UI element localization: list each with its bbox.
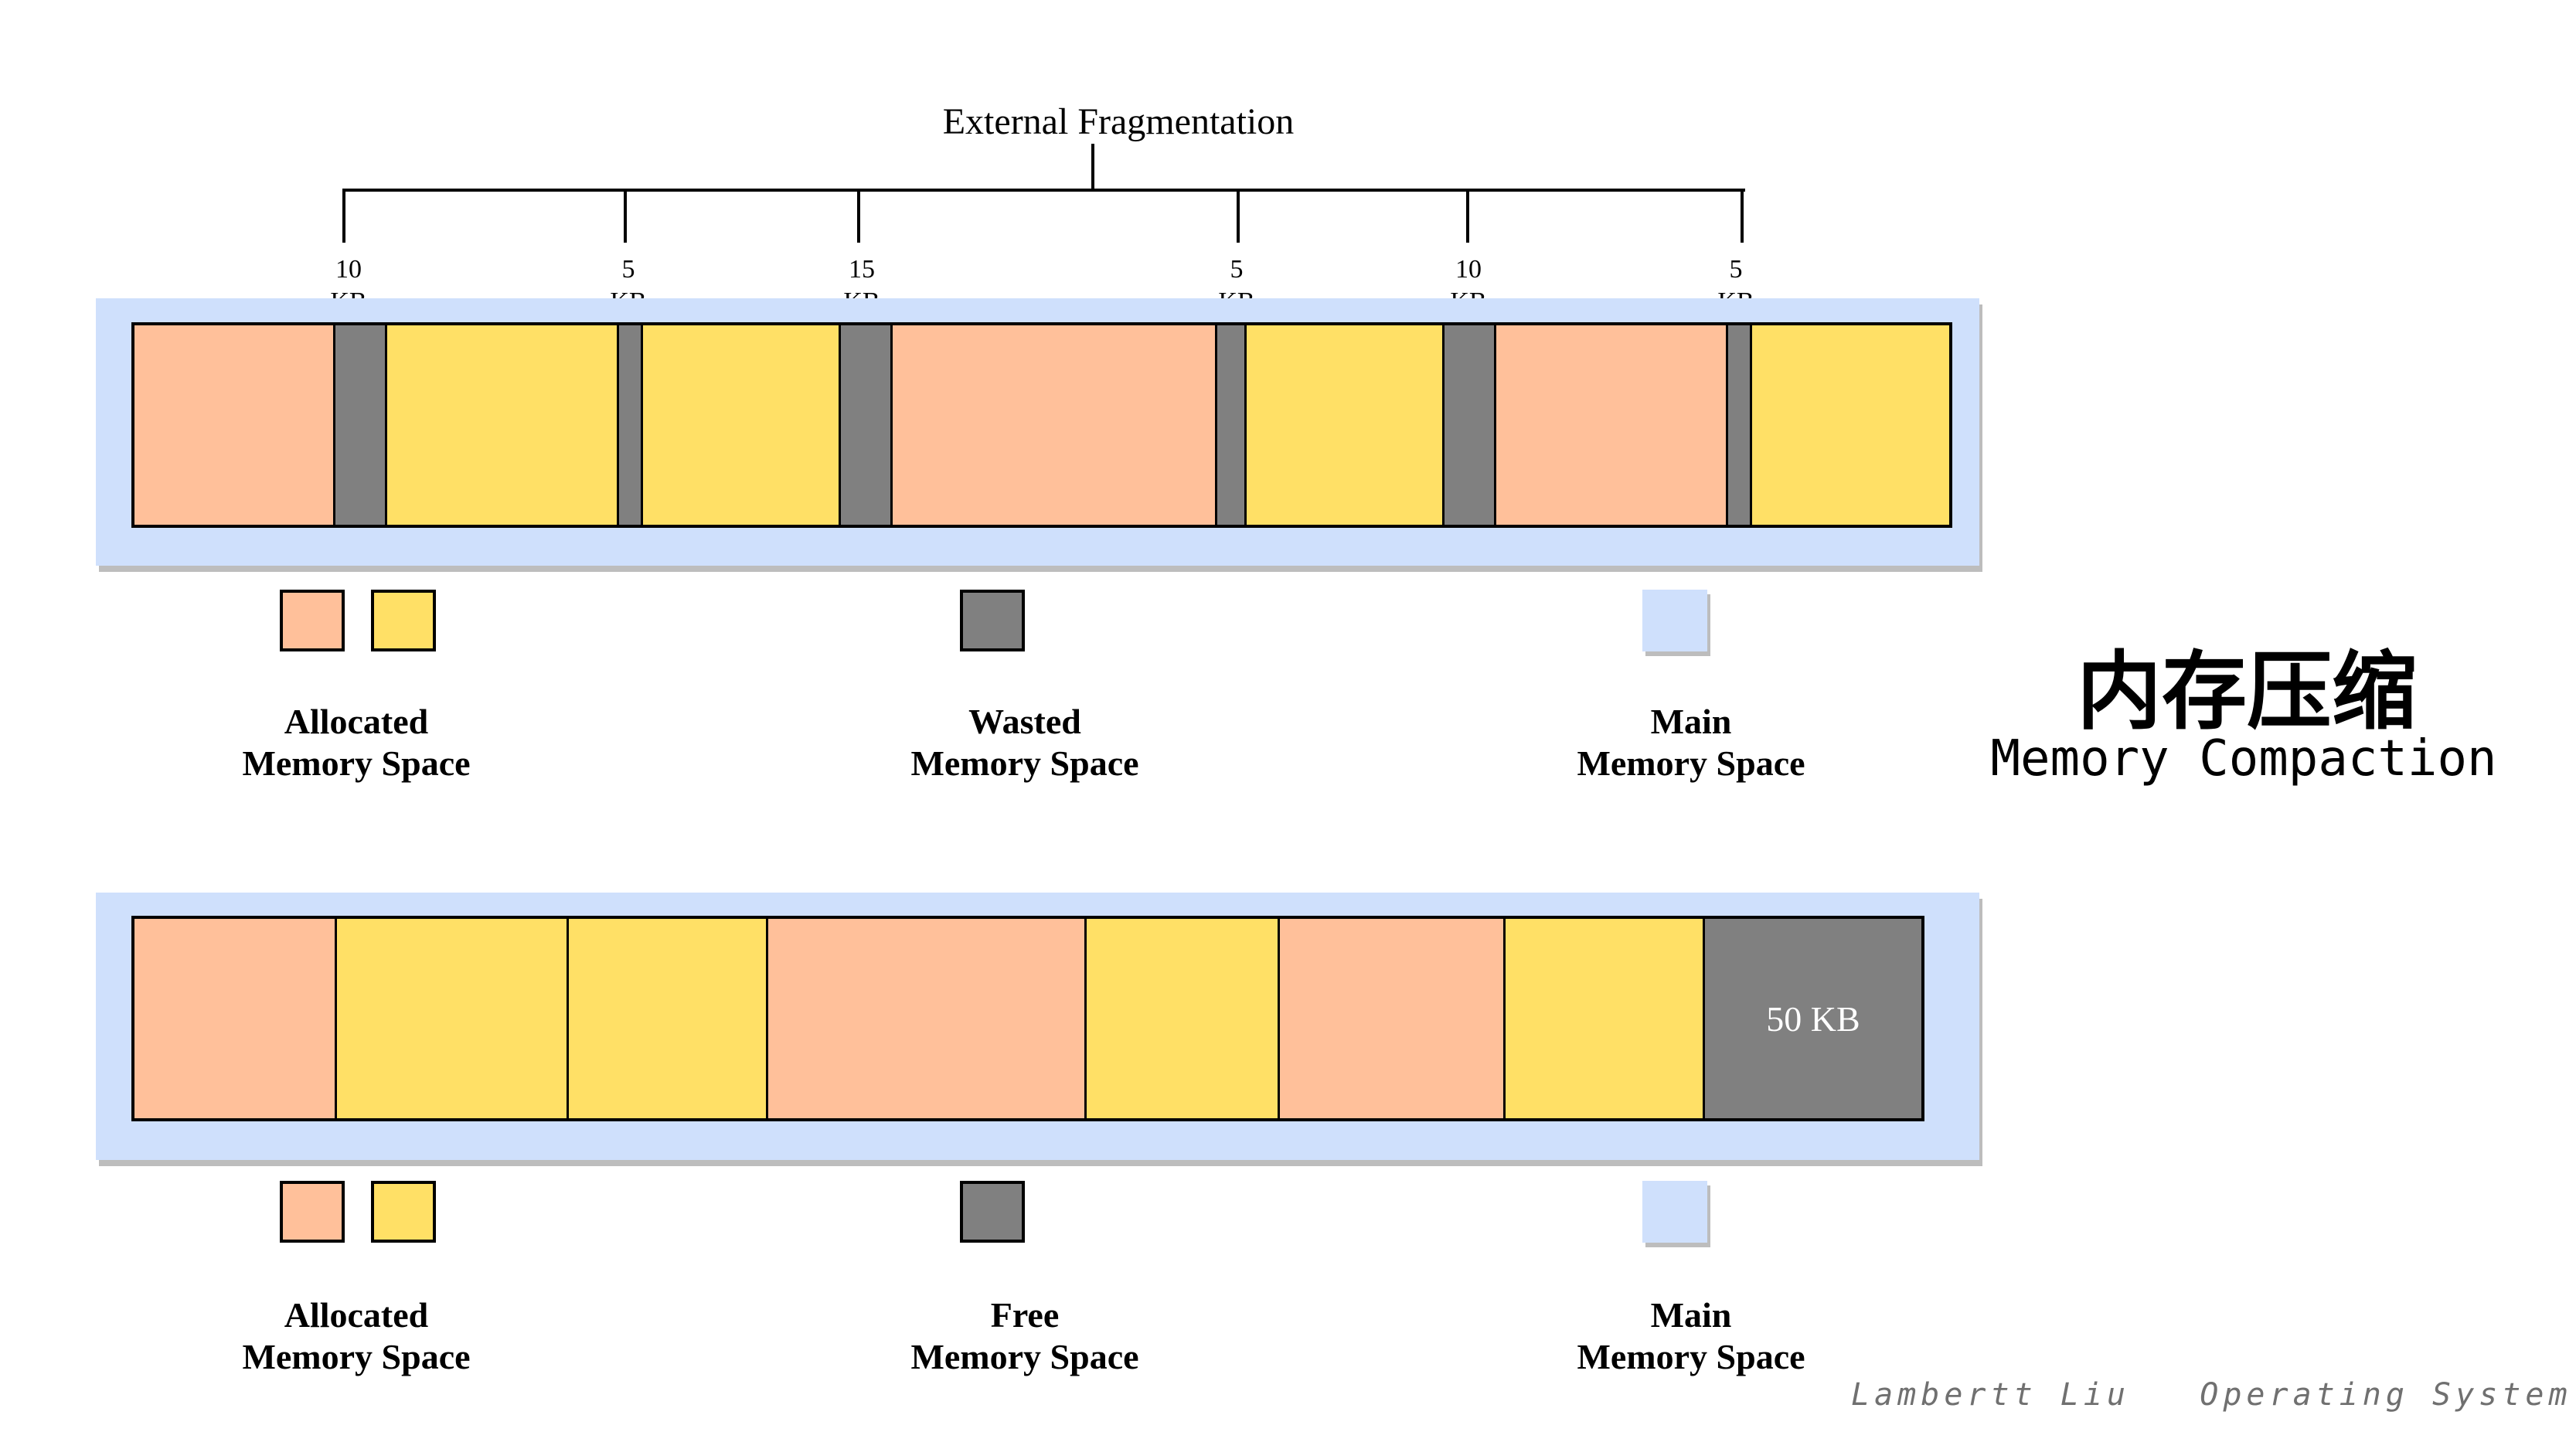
- legend-label-allocated: Allocated Memory Space: [194, 701, 519, 784]
- fragment-size: 10: [1455, 255, 1482, 284]
- legend-label-allocated: Allocated Memory Space: [194, 1294, 519, 1378]
- legend-line: Main: [1650, 702, 1732, 741]
- title-chinese: 内存压缩: [2077, 642, 2417, 741]
- fragment-size: 5: [1230, 255, 1244, 284]
- bracket-tick: [1466, 189, 1469, 243]
- free-block: 50 KB: [1705, 919, 1921, 1118]
- memory-strip-before: [131, 322, 1952, 528]
- allocated-block: [893, 325, 1217, 525]
- wasted-block: [619, 325, 643, 525]
- fragment-size: 10: [335, 255, 362, 284]
- bracket-bar: [342, 189, 1745, 192]
- allocated-block: [768, 919, 1087, 1118]
- legend-line: Wasted: [968, 702, 1081, 741]
- legend-line: Memory Space: [1577, 743, 1805, 783]
- legend-swatch-allocated-orange: [280, 590, 345, 651]
- fragment-size: 5: [1729, 255, 1743, 284]
- allocated-block: [1506, 919, 1705, 1118]
- legend-line: Allocated: [284, 1295, 429, 1335]
- free-block-label: 50 KB: [1766, 998, 1860, 1039]
- external-fragmentation-title: External Fragmentation: [942, 101, 1295, 142]
- wasted-block: [841, 325, 893, 525]
- wasted-block: [1728, 325, 1752, 525]
- allocated-block: [569, 919, 768, 1118]
- legend-line: Memory Space: [242, 743, 471, 783]
- legend-label-wasted: Wasted Memory Space: [863, 701, 1187, 784]
- bracket-tick: [1237, 189, 1240, 243]
- wasted-block: [1445, 325, 1496, 525]
- footer-author: Lambertt Liu: [1851, 1377, 2130, 1413]
- legend-label-main: Main Memory Space: [1529, 1294, 1853, 1378]
- legend-line: Main: [1650, 1295, 1732, 1335]
- allocated-block: [1247, 325, 1445, 525]
- memory-strip-after: 50 KB: [131, 916, 1924, 1121]
- title-english: Memory Compaction: [1990, 730, 2497, 787]
- allocated-block: [134, 919, 337, 1118]
- allocated-block: [1752, 325, 1949, 525]
- legend-label-free: Free Memory Space: [863, 1294, 1187, 1378]
- legend-swatch-allocated-yellow: [371, 1181, 436, 1243]
- allocated-block: [1087, 919, 1280, 1118]
- legend-line: Memory Space: [910, 1337, 1139, 1376]
- legend-line: Memory Space: [910, 743, 1139, 783]
- allocated-block: [387, 325, 619, 525]
- legend-line: Free: [990, 1295, 1060, 1335]
- bracket-tick: [342, 189, 345, 243]
- allocated-block: [1496, 325, 1728, 525]
- legend-swatch-main: [1642, 1181, 1707, 1243]
- legend-label-main: Main Memory Space: [1529, 701, 1853, 784]
- footer-course: Operating System: [2200, 1377, 2572, 1413]
- legend-line: Memory Space: [242, 1337, 471, 1376]
- legend-swatch-free: [960, 1181, 1025, 1243]
- legend-swatch-main: [1642, 590, 1707, 651]
- bracket-tick: [624, 189, 627, 243]
- allocated-block: [134, 325, 335, 525]
- legend-swatch-allocated-yellow: [371, 590, 436, 651]
- wasted-block: [335, 325, 387, 525]
- allocated-block: [337, 919, 569, 1118]
- wasted-block: [1217, 325, 1247, 525]
- bracket-stem: [1091, 144, 1094, 192]
- footer: Lambertt Liu Operating System: [1851, 1377, 2572, 1413]
- bracket-tick: [857, 189, 860, 243]
- fragment-size: 15: [849, 255, 875, 284]
- legend-line: Memory Space: [1577, 1337, 1805, 1376]
- legend-swatch-allocated-orange: [280, 1181, 345, 1243]
- fragment-size: 5: [621, 255, 635, 284]
- legend-swatch-wasted: [960, 590, 1025, 651]
- legend-line: Allocated: [284, 702, 429, 741]
- allocated-block: [1280, 919, 1506, 1118]
- allocated-block: [643, 325, 841, 525]
- bracket-tick: [1741, 189, 1744, 243]
